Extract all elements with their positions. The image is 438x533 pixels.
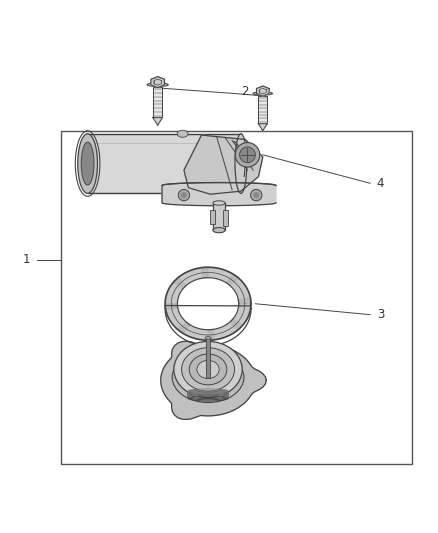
Bar [213,203,225,230]
Polygon shape [161,341,266,419]
Ellipse shape [189,354,227,385]
Bar [61,131,412,464]
Ellipse shape [253,92,272,95]
Polygon shape [151,77,165,87]
Ellipse shape [81,142,94,185]
Bar [223,211,228,226]
Bar [206,338,210,378]
Ellipse shape [197,360,219,378]
Text: 1: 1 [23,253,31,266]
Polygon shape [238,298,251,304]
Polygon shape [257,86,269,96]
Ellipse shape [213,201,225,205]
Text: 3: 3 [377,308,384,321]
Polygon shape [153,118,162,125]
Circle shape [253,192,259,198]
Ellipse shape [174,342,242,398]
Ellipse shape [182,348,234,391]
Polygon shape [165,304,178,310]
Bar [258,96,267,124]
Ellipse shape [177,130,188,138]
Polygon shape [178,322,190,333]
Ellipse shape [235,134,247,193]
Text: 2: 2 [241,85,248,98]
Ellipse shape [78,134,97,193]
Bar [88,134,241,193]
Polygon shape [165,267,251,340]
Polygon shape [201,267,208,278]
Polygon shape [208,329,215,340]
Circle shape [181,192,187,198]
Polygon shape [258,124,267,131]
Polygon shape [162,183,276,206]
Circle shape [251,189,262,201]
Polygon shape [226,274,238,285]
Ellipse shape [205,336,211,339]
Bar [153,87,162,118]
Circle shape [240,147,255,163]
Ellipse shape [172,352,244,402]
Ellipse shape [213,228,225,233]
Text: 4: 4 [377,177,384,190]
Polygon shape [184,135,263,194]
Circle shape [235,142,260,167]
Polygon shape [230,319,243,329]
Polygon shape [173,278,187,288]
Polygon shape [177,278,239,330]
Ellipse shape [147,83,168,86]
Bar [210,211,215,223]
Circle shape [178,189,190,201]
